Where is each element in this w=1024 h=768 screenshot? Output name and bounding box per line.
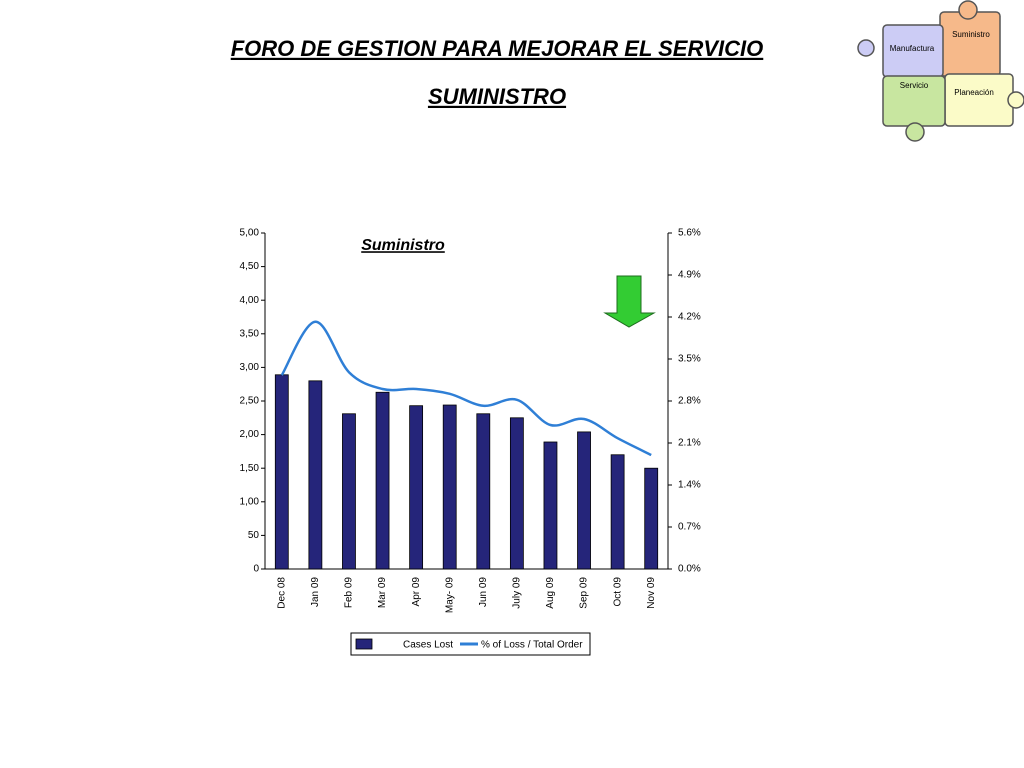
y2-tick-label: 1.4%	[678, 480, 701, 491]
bar	[610, 454, 625, 570]
x-tick-label: Jun 09	[478, 577, 489, 607]
y2-tick-label: 5.6%	[678, 228, 701, 239]
bar	[442, 404, 457, 570]
down-arrow	[603, 275, 656, 328]
y2-tick-label: 0.0%	[678, 564, 701, 575]
puzzle-knob	[1007, 91, 1024, 109]
bar	[509, 417, 524, 570]
y2-tick-label: 2.1%	[678, 438, 701, 449]
bar	[342, 413, 356, 570]
x-tick-label: Oct 09	[612, 577, 623, 607]
bar	[476, 413, 491, 570]
puzzle	[857, 0, 1024, 142]
y-tick-label: 3,00	[240, 362, 260, 373]
puzzle-piece	[944, 73, 1014, 127]
bar	[308, 380, 323, 570]
bar	[274, 374, 289, 570]
chart-title: Suministro	[361, 237, 445, 254]
x-tick-label: Dec 08	[276, 577, 287, 609]
x-tick-label: May- 09	[444, 577, 455, 614]
y-tick-label: 2,00	[240, 429, 260, 440]
puzzle-piece	[939, 11, 1001, 77]
bar	[543, 441, 558, 570]
x-tick-label: Jan 09	[310, 577, 321, 607]
x-tick-label: Aug 09	[545, 577, 556, 609]
bar	[409, 405, 424, 570]
bar	[577, 431, 591, 570]
x-tick-label: Sep 09	[579, 577, 590, 609]
slide-title: FORO DE GESTION PARA MEJORAR EL SERVICIO	[231, 36, 764, 61]
y2-tick-label: 2.8%	[678, 396, 701, 407]
x-tick-label: Nov 09	[646, 577, 657, 609]
slide-title: SUMINISTRO	[428, 84, 566, 109]
x-tick-label: Feb 09	[344, 577, 355, 609]
puzzle-knob	[905, 122, 925, 142]
puzzle-label: Manufactura	[890, 44, 935, 53]
bar	[375, 391, 390, 570]
y-tick-label: 2,50	[240, 396, 260, 407]
x-tick-label: Apr 09	[411, 577, 422, 607]
y-tick-label: 4,00	[240, 295, 260, 306]
y-tick-label: 0	[253, 564, 259, 575]
y2-tick-label: 4.9%	[678, 270, 701, 281]
y2-tick-label: 3.5%	[678, 354, 701, 365]
line	[280, 320, 652, 457]
y-tick-label: 5,00	[240, 228, 260, 239]
legend-label: Cases Lost	[403, 640, 453, 651]
y2-tick-label: 4.2%	[678, 312, 701, 323]
x-tick-label: July 09	[512, 577, 523, 609]
y-tick-label: 1,00	[240, 496, 260, 507]
puzzle-knob	[958, 0, 978, 20]
y-tick-label: 50	[248, 530, 260, 541]
y-tick-label: 4,50	[240, 261, 260, 272]
puzzle-label: Planeación	[954, 88, 994, 97]
legend-swatch	[355, 638, 373, 650]
x-tick-label: Mar 09	[377, 577, 388, 609]
y-tick-label: 3,50	[240, 328, 260, 339]
y-tick-label: 1,50	[240, 463, 260, 474]
legend-label: % of Loss / Total Order	[481, 640, 583, 651]
y2-tick-label: 0.7%	[678, 522, 701, 533]
bar	[644, 467, 659, 570]
puzzle-knob	[857, 39, 875, 57]
puzzle-label: Suministro	[952, 30, 990, 39]
puzzle-label: Servicio	[900, 81, 929, 90]
puzzle-labels: Suministro Manufactura Servicio Planeaci…	[890, 30, 994, 97]
